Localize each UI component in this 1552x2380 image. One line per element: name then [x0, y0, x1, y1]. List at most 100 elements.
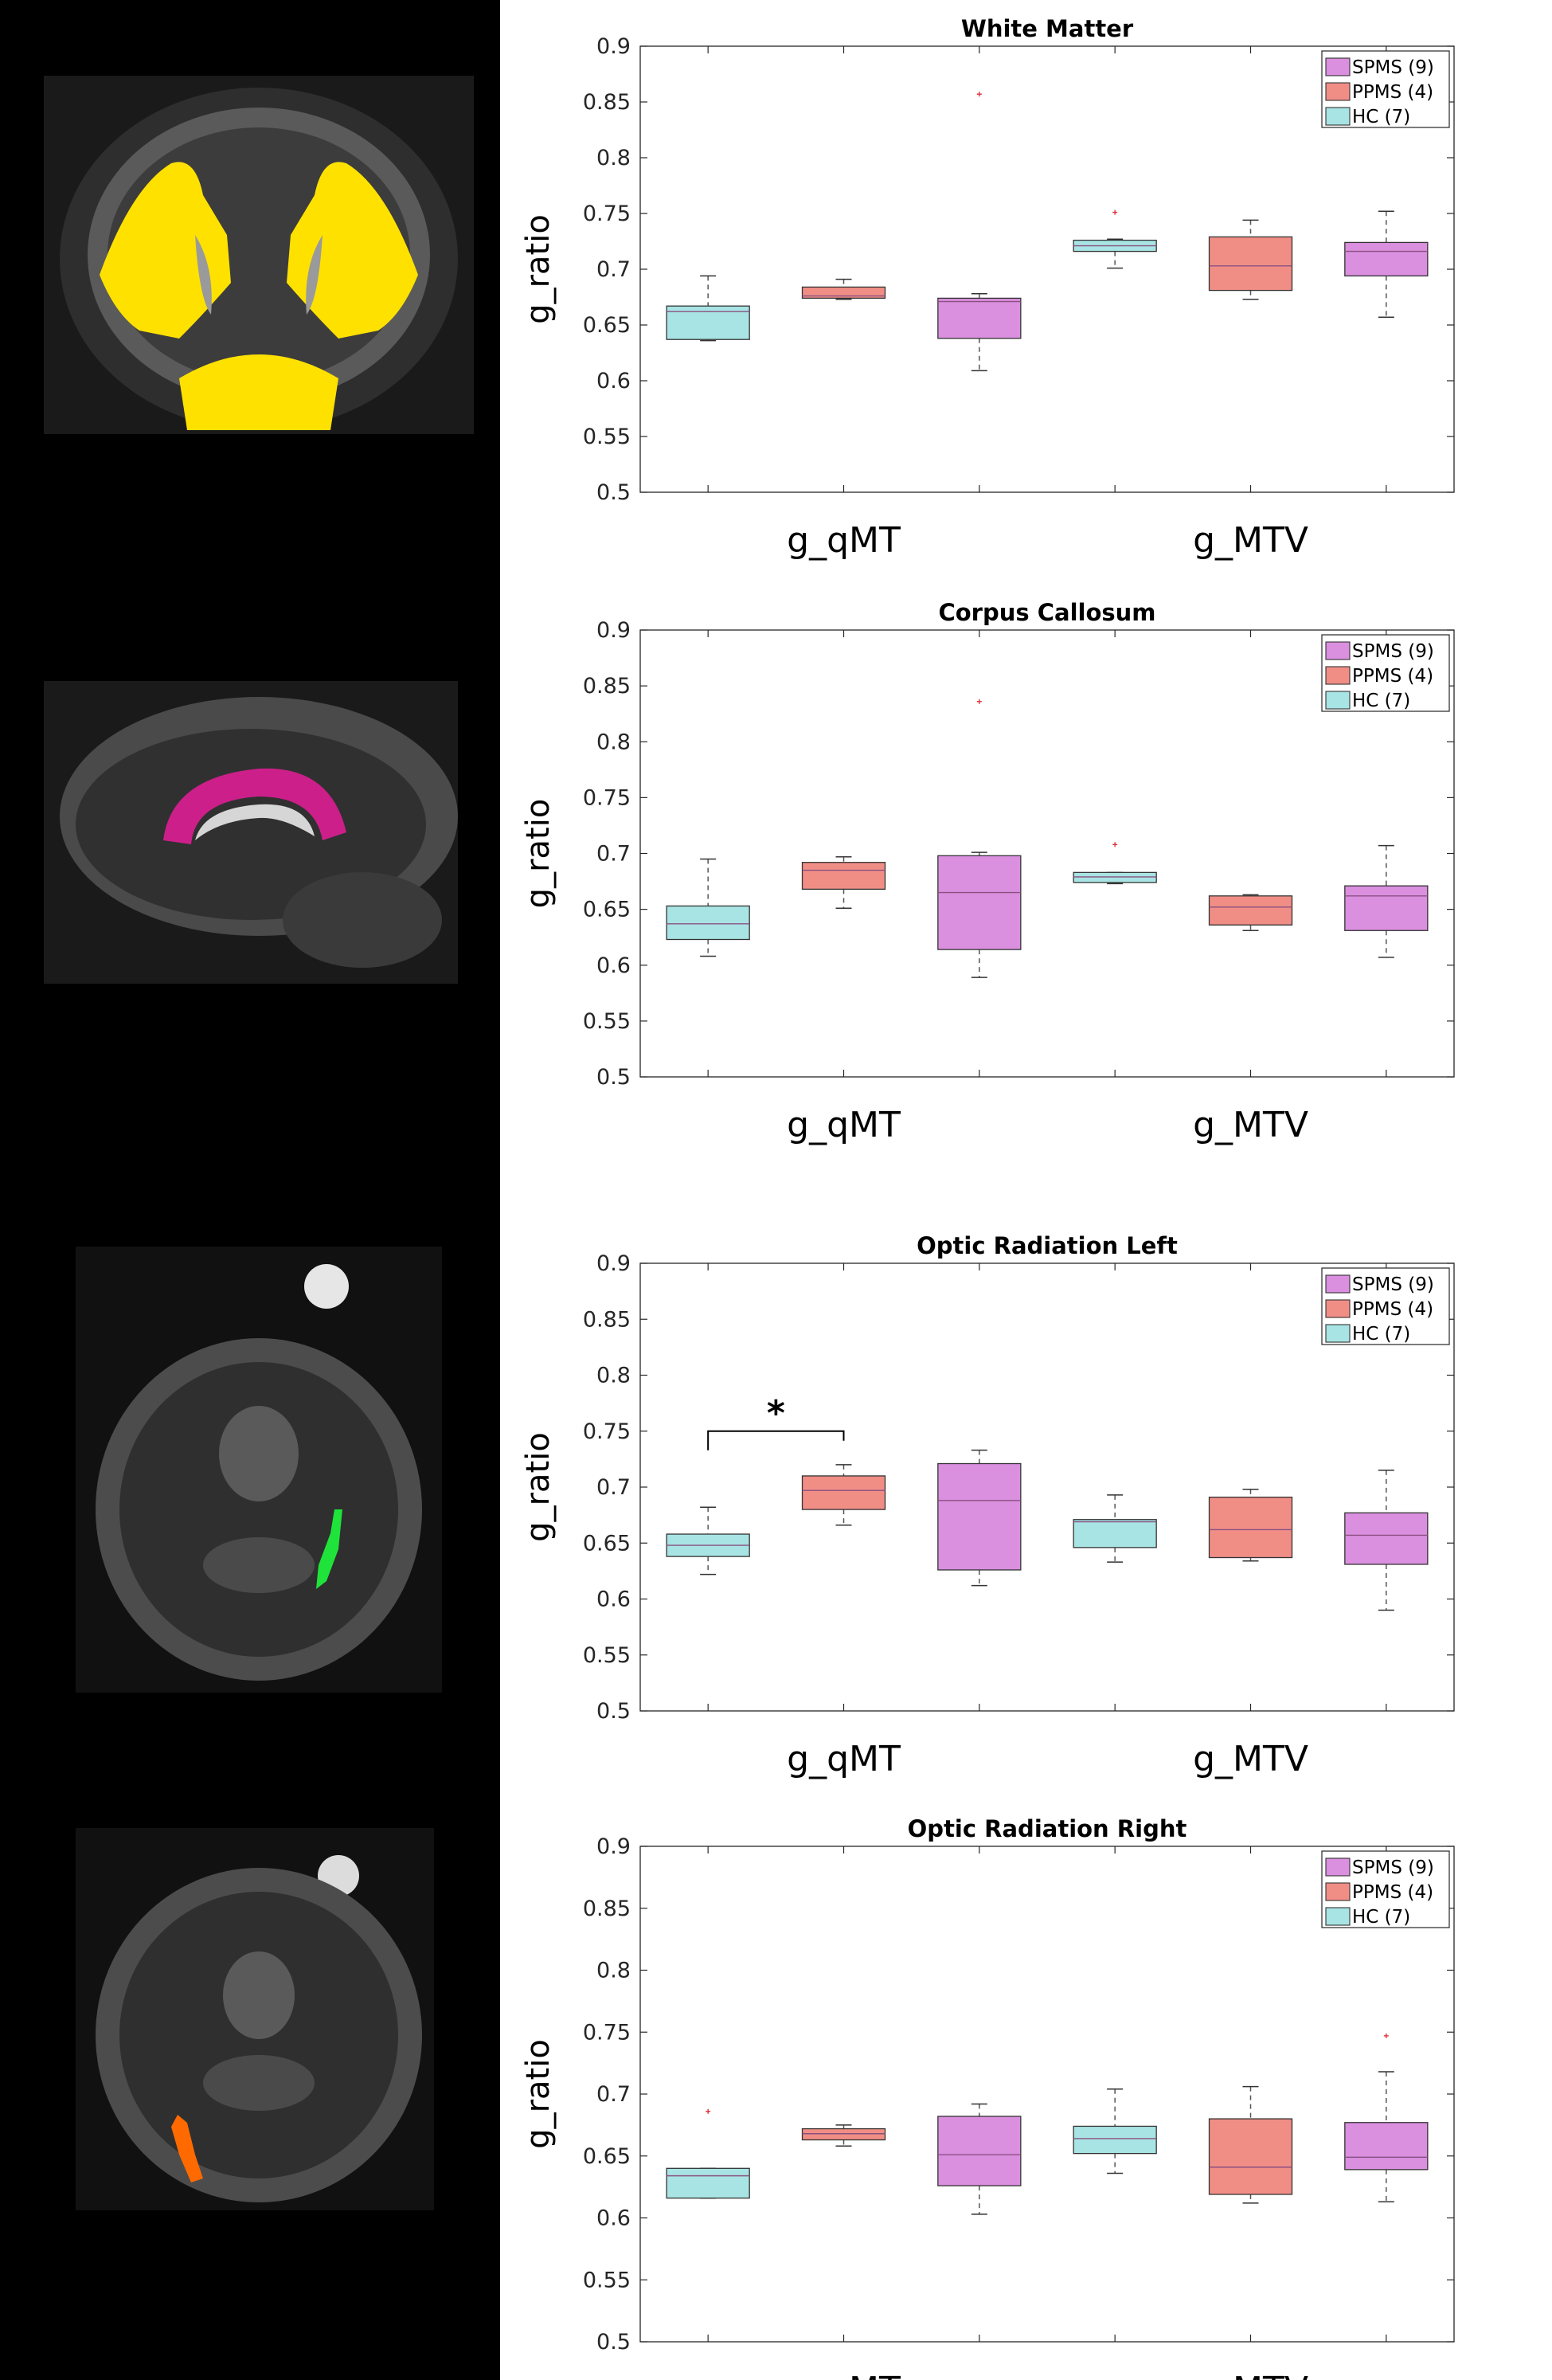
box-hc-g_mtv [1073, 209, 1157, 269]
x-category-label: g_qMT [787, 1105, 901, 1145]
legend-swatch-ppms [1325, 1299, 1351, 1318]
y-tick-label: 0.5 [596, 2330, 631, 2355]
chart-title: Corpus Callosum [938, 599, 1155, 626]
y-tick-label: 0.85 [583, 1307, 631, 1332]
box-hc-g_mtv [1073, 2088, 1157, 2174]
box-ppms-g_qmt [801, 1464, 886, 1526]
sagittal-brain-image-corpus-callosum [44, 681, 458, 984]
y-tick-label: 0.85 [583, 90, 631, 115]
y-tick-label: 0.5 [596, 1065, 631, 1090]
box-body [1073, 2125, 1157, 2155]
y-tick-label: 0.55 [583, 1009, 631, 1034]
legend-label-hc: HC (7) [1352, 107, 1410, 127]
chart-panel-1: 0.5 0.55 0.6 0.65 0.7 0.75 0.8 0.85 0.9 White Mat… [520, 15, 1455, 561]
box-body [1208, 236, 1293, 292]
box-hc-g_qmt [666, 275, 750, 342]
y-tick-label: 0.9 [596, 1834, 631, 1859]
y-tick-label: 0.8 [596, 146, 631, 170]
plot-frame [639, 1846, 1455, 2343]
significance-bracket [707, 1430, 845, 1450]
legend-swatch-ppms [1325, 666, 1351, 685]
box-spms-g_mtv [1344, 2033, 1429, 2203]
legend-swatch-ppms [1325, 1882, 1351, 1901]
box-body [666, 905, 750, 941]
y-tick-label: 0.6 [596, 369, 631, 393]
legend-label-spms: SPMS (9) [1352, 641, 1434, 662]
box-spms-g_qmt [937, 699, 1022, 978]
box-hc-g_qmt [666, 858, 750, 957]
y-tick-label: 0.65 [583, 1531, 631, 1556]
x-category-label: g_MTV [1193, 1739, 1308, 1779]
y-tick-label: 0.6 [596, 953, 631, 978]
axial-brain-image-optic-radiation-right [76, 1828, 434, 2210]
legend-label-hc: HC (7) [1352, 1907, 1410, 1928]
legend-swatch-spms [1325, 1274, 1351, 1294]
box-body [1344, 885, 1429, 931]
box-body [801, 1475, 886, 1510]
y-axis-label: g_ratio [520, 799, 557, 909]
box-spms-g_qmt [937, 2103, 1022, 2215]
chart-panel-4: 0.5 0.55 0.6 0.65 0.7 0.75 0.8 0.85 0.9 Optic Rad… [520, 1815, 1455, 2380]
chart-title: White Matter [961, 15, 1134, 42]
box-hc-g_mtv [1073, 842, 1157, 885]
y-tick-label: 0.6 [596, 2206, 631, 2231]
y-axis-label: g_ratio [520, 2039, 557, 2149]
y-tick-label: 0.75 [583, 2020, 631, 2045]
plot-frame [639, 629, 1455, 1078]
significance-star: * [767, 1393, 785, 1434]
x-category-label: g_MTV [1193, 520, 1308, 561]
box-ppms-g_qmt [801, 278, 886, 300]
chart-panel-3: 0.5 0.55 0.6 0.65 0.7 0.75 0.8 0.85 0.9 Optic Rad… [520, 1232, 1455, 1779]
chart-title: Optic Radiation Right [908, 1815, 1187, 1842]
box-body [1208, 2118, 1293, 2195]
box-body [937, 297, 1022, 339]
box-spms-g_qmt [937, 1449, 1022, 1587]
y-tick-label: 0.9 [596, 34, 631, 59]
y-axis-label: g_ratio [520, 1432, 557, 1542]
plot-frame [639, 1262, 1455, 1712]
chart-title: Optic Radiation Left [917, 1232, 1178, 1259]
legend-label-hc: HC (7) [1352, 691, 1410, 711]
legend-swatch-hc [1325, 691, 1351, 710]
x-category-label: g_MTV [1193, 1105, 1308, 1145]
y-axis-label: g_ratio [520, 214, 557, 324]
axial-brain-image-optic-radiation-left [76, 1247, 442, 1693]
legend-label-spms: SPMS (9) [1352, 57, 1434, 78]
y-tick-label: 0.55 [583, 425, 631, 449]
legend-swatch-hc [1325, 107, 1351, 126]
y-tick-label: 0.5 [596, 480, 631, 505]
box-body [801, 2128, 886, 2141]
legend-swatch-spms [1325, 1857, 1351, 1877]
y-tick-label: 0.55 [583, 1643, 631, 1668]
box-body [1344, 241, 1429, 277]
y-tick-label: 0.8 [596, 1364, 631, 1388]
box-body [937, 2116, 1022, 2186]
legend-swatch-spms [1325, 641, 1351, 660]
box-spms-g_mtv [1344, 210, 1429, 318]
box-ppms-g_mtv [1208, 219, 1293, 300]
box-body [1073, 1519, 1157, 1548]
x-category-label: g_qMT [787, 1739, 901, 1779]
brain-image-column [0, 0, 500, 2380]
y-tick-label: 0.65 [583, 898, 631, 922]
chart-panel-2: 0.5 0.55 0.6 0.65 0.7 0.75 0.8 0.85 0.9 Corpus Ca… [520, 599, 1455, 1145]
legend-swatch-hc [1325, 1907, 1351, 1926]
y-tick-label: 0.85 [583, 1897, 631, 1921]
legend: SPMS (9) PPMS (4) HC (7) [1321, 1267, 1450, 1345]
y-tick-label: 0.75 [583, 785, 631, 810]
y-tick-label: 0.8 [596, 730, 631, 754]
x-category-label: g_MTV [1193, 2370, 1308, 2380]
legend-swatch-ppms [1325, 82, 1351, 101]
box-body [1344, 1512, 1429, 1565]
legend-swatch-hc [1325, 1324, 1351, 1343]
box-body [1073, 871, 1157, 883]
box-ppms-g_mtv [1208, 2085, 1293, 2204]
legend-label-hc: HC (7) [1352, 1324, 1410, 1345]
legend: SPMS (9) PPMS (4) HC (7) [1321, 50, 1450, 128]
x-category-label: g_qMT [787, 520, 901, 561]
legend: SPMS (9) PPMS (4) HC (7) [1321, 634, 1450, 712]
y-tick-label: 0.7 [596, 1475, 631, 1500]
box-ppms-g_qmt [801, 855, 886, 909]
legend-label-ppms: PPMS (4) [1352, 82, 1433, 103]
